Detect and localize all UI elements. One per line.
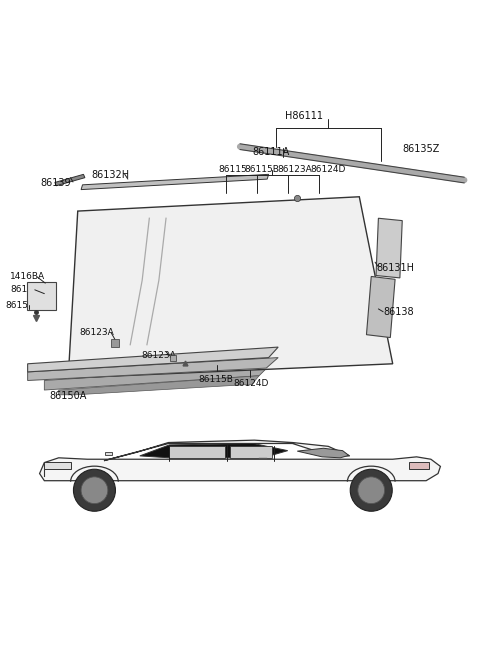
Text: 86115B: 86115B <box>199 375 233 384</box>
Polygon shape <box>409 462 429 469</box>
Polygon shape <box>169 446 225 458</box>
Text: 86123A: 86123A <box>141 351 176 359</box>
Polygon shape <box>59 376 259 395</box>
Text: 86132H: 86132H <box>91 171 129 180</box>
Text: 86123A: 86123A <box>277 165 312 174</box>
Polygon shape <box>28 347 278 372</box>
Polygon shape <box>81 174 269 190</box>
Polygon shape <box>55 174 85 186</box>
Polygon shape <box>376 218 402 278</box>
Text: 86115B: 86115B <box>245 165 280 174</box>
Text: 86131H: 86131H <box>376 263 414 273</box>
Polygon shape <box>104 440 350 461</box>
Polygon shape <box>366 276 395 338</box>
Text: 86124D: 86124D <box>234 379 269 388</box>
Text: H86111: H86111 <box>285 111 324 121</box>
Text: 1416BA: 1416BA <box>10 272 45 281</box>
FancyBboxPatch shape <box>27 281 56 310</box>
Circle shape <box>81 477 108 504</box>
Circle shape <box>350 469 392 511</box>
Polygon shape <box>140 443 288 458</box>
Polygon shape <box>106 452 112 455</box>
Text: 86155: 86155 <box>10 285 39 295</box>
Text: 86150A: 86150A <box>49 391 86 401</box>
Polygon shape <box>44 462 71 469</box>
Text: 86115: 86115 <box>218 165 247 174</box>
Text: 86135Z: 86135Z <box>402 144 440 154</box>
Text: 86156: 86156 <box>5 300 34 310</box>
Polygon shape <box>68 197 393 378</box>
Circle shape <box>73 469 116 511</box>
Polygon shape <box>44 366 269 390</box>
Text: 86138: 86138 <box>383 307 414 318</box>
Circle shape <box>358 477 384 504</box>
Text: 86123A: 86123A <box>79 328 114 337</box>
Text: 86139: 86139 <box>40 178 71 188</box>
Polygon shape <box>297 448 349 458</box>
Polygon shape <box>229 446 273 458</box>
Text: 86111A: 86111A <box>252 148 289 157</box>
Text: 86124D: 86124D <box>311 165 346 174</box>
Polygon shape <box>28 358 278 380</box>
Polygon shape <box>39 457 441 481</box>
